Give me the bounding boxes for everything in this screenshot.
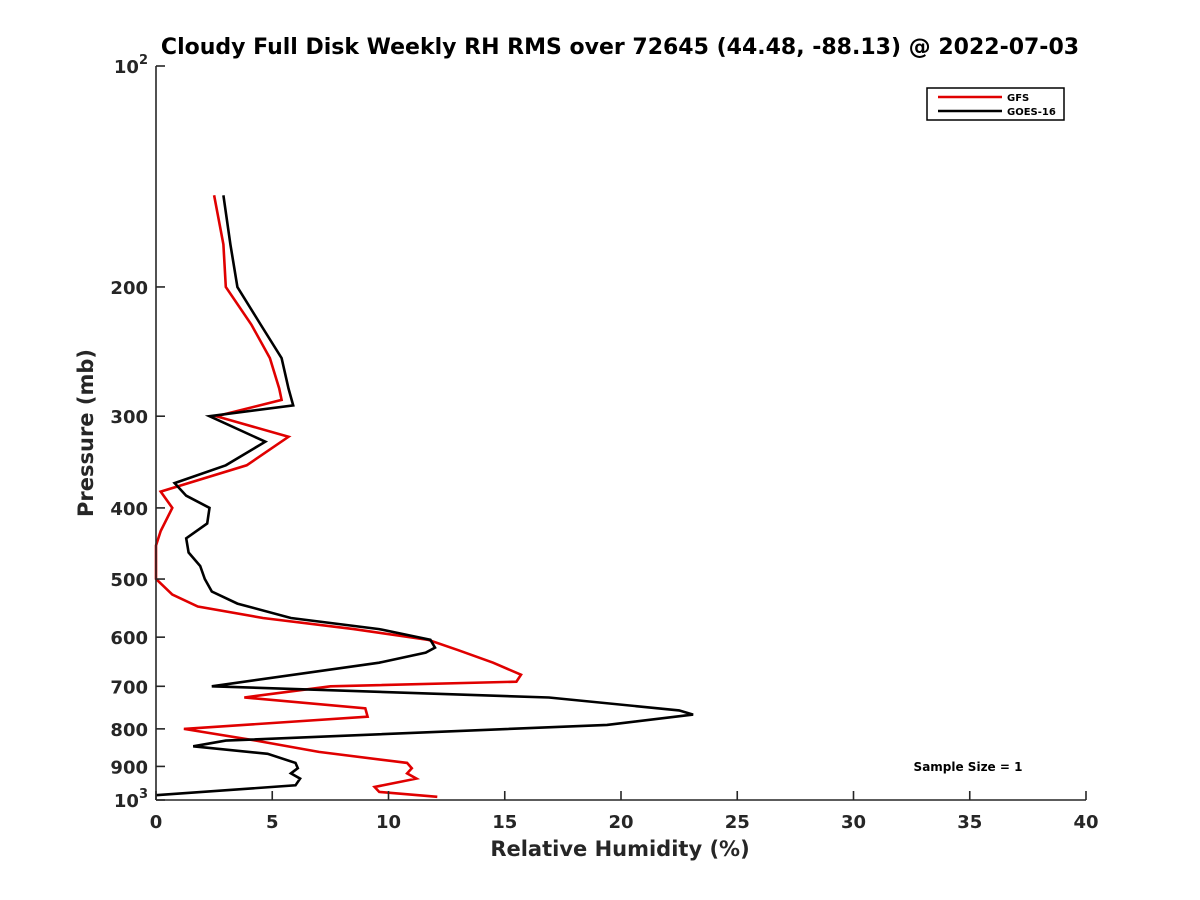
legend-label-gfs: GFS [1007, 93, 1029, 104]
x-tick-label: 15 [492, 812, 517, 833]
series-line-goes-16 [155, 195, 694, 797]
x-tick-label: 20 [608, 812, 633, 833]
y-tick-label: 900 [110, 757, 148, 778]
y-tick-label: 103 [114, 787, 148, 812]
series-line-gfs [154, 195, 523, 799]
y-axis-label: Pressure (mb) [74, 349, 98, 517]
y-tick-label: 200 [110, 278, 148, 299]
legend-box [926, 87, 1065, 121]
series-layer [154, 195, 694, 799]
y-tick-label: 800 [110, 720, 148, 741]
x-tick-label: 30 [841, 812, 866, 833]
plot-background [156, 66, 1086, 800]
plot-area [156, 66, 1086, 800]
y-tick-label: 700 [110, 677, 148, 698]
y-tick-label: 500 [110, 570, 148, 591]
chart-title: Cloudy Full Disk Weekly RH RMS over 7264… [161, 35, 1079, 60]
x-tick-label: 40 [1073, 812, 1098, 833]
x-axis-label: Relative Humidity (%) [490, 837, 749, 861]
x-tick-label: 35 [957, 812, 982, 833]
x-axis-ticks: 0 5 10 15 20 25 30 35 40 [150, 791, 1099, 833]
x-tick-label: 10 [376, 812, 401, 833]
y-tick-label: 102 [114, 53, 148, 78]
legend-label-goes-16: GOES-16 [1007, 107, 1056, 118]
x-tick-label: 25 [725, 812, 750, 833]
y-tick-label: 300 [110, 407, 148, 428]
y-tick-label: 400 [110, 499, 148, 520]
y-axis-ticks: 102 200 300 400 500 600 700 800 900 103 [110, 53, 165, 812]
sample-size-note: Sample Size = 1 [914, 760, 1023, 774]
legend: GFS GOES-16 [926, 87, 1065, 121]
x-tick-label: 5 [266, 812, 279, 833]
x-tick-label: 0 [150, 812, 163, 833]
y-tick-label: 600 [110, 628, 148, 649]
